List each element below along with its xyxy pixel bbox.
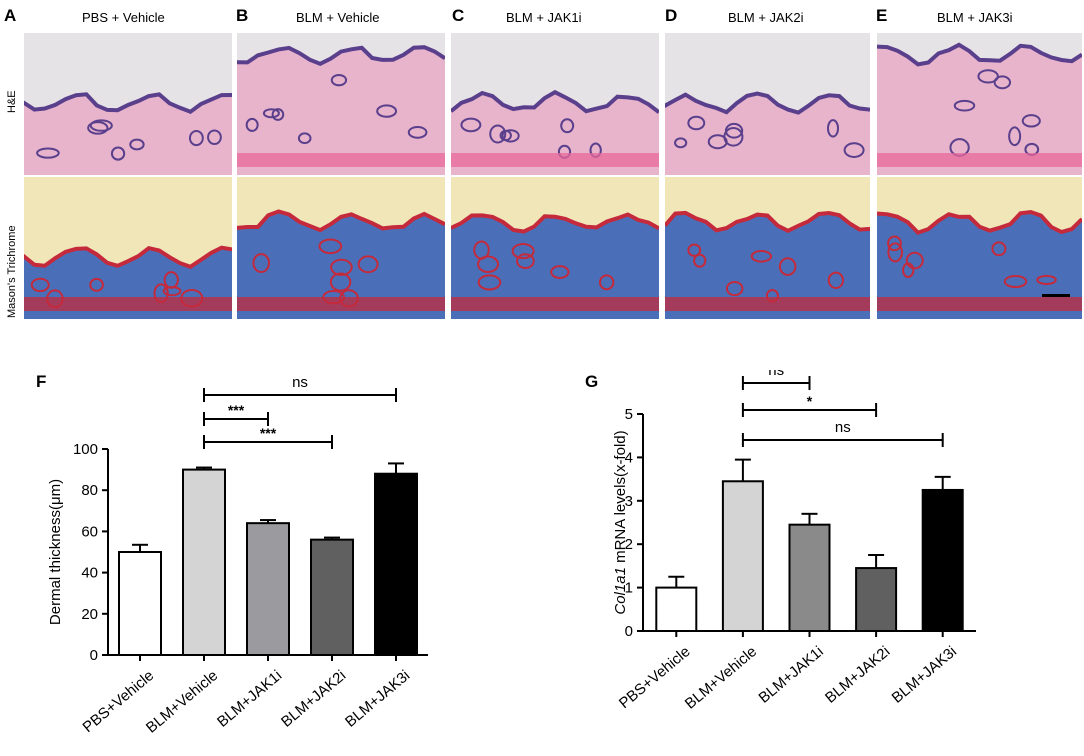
bar-blm-jak2i: [310, 538, 354, 656]
panel-letter-f: F: [36, 372, 47, 391]
error-bar: [388, 462, 404, 474]
significance-label: *: [807, 393, 813, 409]
significance-label: ns: [835, 419, 851, 436]
chart-g-col1a1-mrna: 0 1 2 3 4 5 Col1a1 mRNA levels(x-fold) PBS+Vehi…: [612, 370, 976, 713]
x-tick-label: PBS+Vehicle: [616, 643, 694, 712]
panel-letter-d: D: [665, 6, 678, 25]
bar-blm-jak1i: [788, 523, 831, 632]
significance-bracket: ns: [741, 370, 811, 390]
x-tick-label: BLM+JAK3i: [889, 643, 960, 707]
bar-blm-jak1i: [246, 522, 290, 656]
bar-blm-vehicle: [182, 468, 226, 656]
y-tick-label: 40: [81, 565, 98, 582]
row-label-trichrome: Mason's Trichrome: [6, 225, 18, 318]
y-tick-label: 80: [81, 482, 98, 499]
y-axis: 0 1 2 3 4 5: [625, 406, 644, 640]
panel-title-c: BLM + JAK1i: [506, 10, 582, 25]
error-bar: [260, 519, 276, 524]
y-tick-label: 0: [90, 647, 98, 664]
x-tick-label: BLM+Vehicle: [682, 643, 760, 713]
bar-pbs-vehicle: [655, 586, 698, 633]
bar-blm-vehicle: [721, 480, 764, 632]
panel-letter-c: C: [452, 6, 465, 25]
y-axis: 0 20 40 60 80 100: [73, 441, 109, 664]
trichrome-image-b: [237, 177, 445, 319]
x-tick-label: BLM+JAK1i: [214, 667, 285, 731]
x-tick-label: BLM+JAK2i: [822, 643, 893, 707]
panel-letter-b: B: [236, 6, 249, 25]
bar-blm-jak3i: [921, 488, 964, 632]
trichrome-image-e: [877, 177, 1082, 319]
significance-bracket: ns: [203, 374, 397, 402]
bar-blm-jak3i: [374, 472, 418, 656]
he-image-e: [877, 33, 1082, 175]
y-tick-label: 2: [625, 536, 633, 553]
significance-label: ***: [228, 402, 245, 418]
panel-title-d: BLM + JAK2i: [728, 10, 804, 25]
panel-letter-a: A: [4, 6, 17, 25]
x-tick-label: BLM+JAK3i: [342, 667, 413, 731]
panel-title-b: BLM + Vehicle: [296, 10, 380, 25]
y-tick-label: 60: [81, 523, 98, 540]
y-tick-label: 3: [625, 493, 633, 510]
error-bar: [934, 475, 951, 490]
he-image-d: [665, 33, 870, 175]
row-label-he: H&E: [6, 90, 18, 113]
y-tick-label: 1: [625, 580, 633, 597]
trichrome-image-d: [665, 177, 870, 319]
significance-label: ns: [768, 370, 784, 379]
significance-bracket: *: [741, 393, 878, 417]
y-tick-label: 20: [81, 606, 98, 623]
error-bar: [668, 575, 685, 588]
significance-bracket: ***: [203, 425, 333, 449]
significance-label: ns: [292, 374, 308, 391]
panel-letter-e: E: [876, 6, 888, 25]
bar-pbs-vehicle: [118, 551, 162, 656]
x-tick-label: BLM+JAK2i: [278, 667, 349, 731]
significance-bracket: ***: [203, 402, 269, 426]
error-bar: [868, 554, 885, 569]
he-image-c: [451, 33, 659, 175]
error-bar: [132, 543, 148, 552]
y-tick-label: 5: [625, 406, 633, 423]
significance-bracket: ns: [741, 419, 944, 447]
y-tick-label: 4: [625, 449, 633, 466]
y-tick-label: 0: [625, 623, 633, 640]
error-bar: [324, 536, 340, 540]
trichrome-image-a: [24, 177, 232, 319]
error-bar: [734, 458, 751, 482]
error-bar: [196, 466, 212, 470]
y-axis-label: Col1a1 mRNA levels(x-fold): [612, 430, 629, 614]
significance-label: ***: [260, 425, 277, 441]
x-tick-label: BLM+JAK1i: [755, 643, 826, 707]
trichrome-image-c: [451, 177, 659, 319]
y-axis-label: Dermal thickness(μm): [47, 479, 64, 625]
error-bar: [801, 512, 818, 525]
he-image-b: [237, 33, 445, 175]
bar-blm-jak2i: [855, 567, 898, 633]
panel-title-a: PBS + Vehicle: [82, 10, 165, 25]
panel-letter-g: G: [585, 372, 599, 391]
y-tick-label: 100: [73, 441, 98, 458]
he-image-a: [24, 33, 232, 175]
panel-title-e: BLM + JAK3i: [937, 10, 1013, 25]
